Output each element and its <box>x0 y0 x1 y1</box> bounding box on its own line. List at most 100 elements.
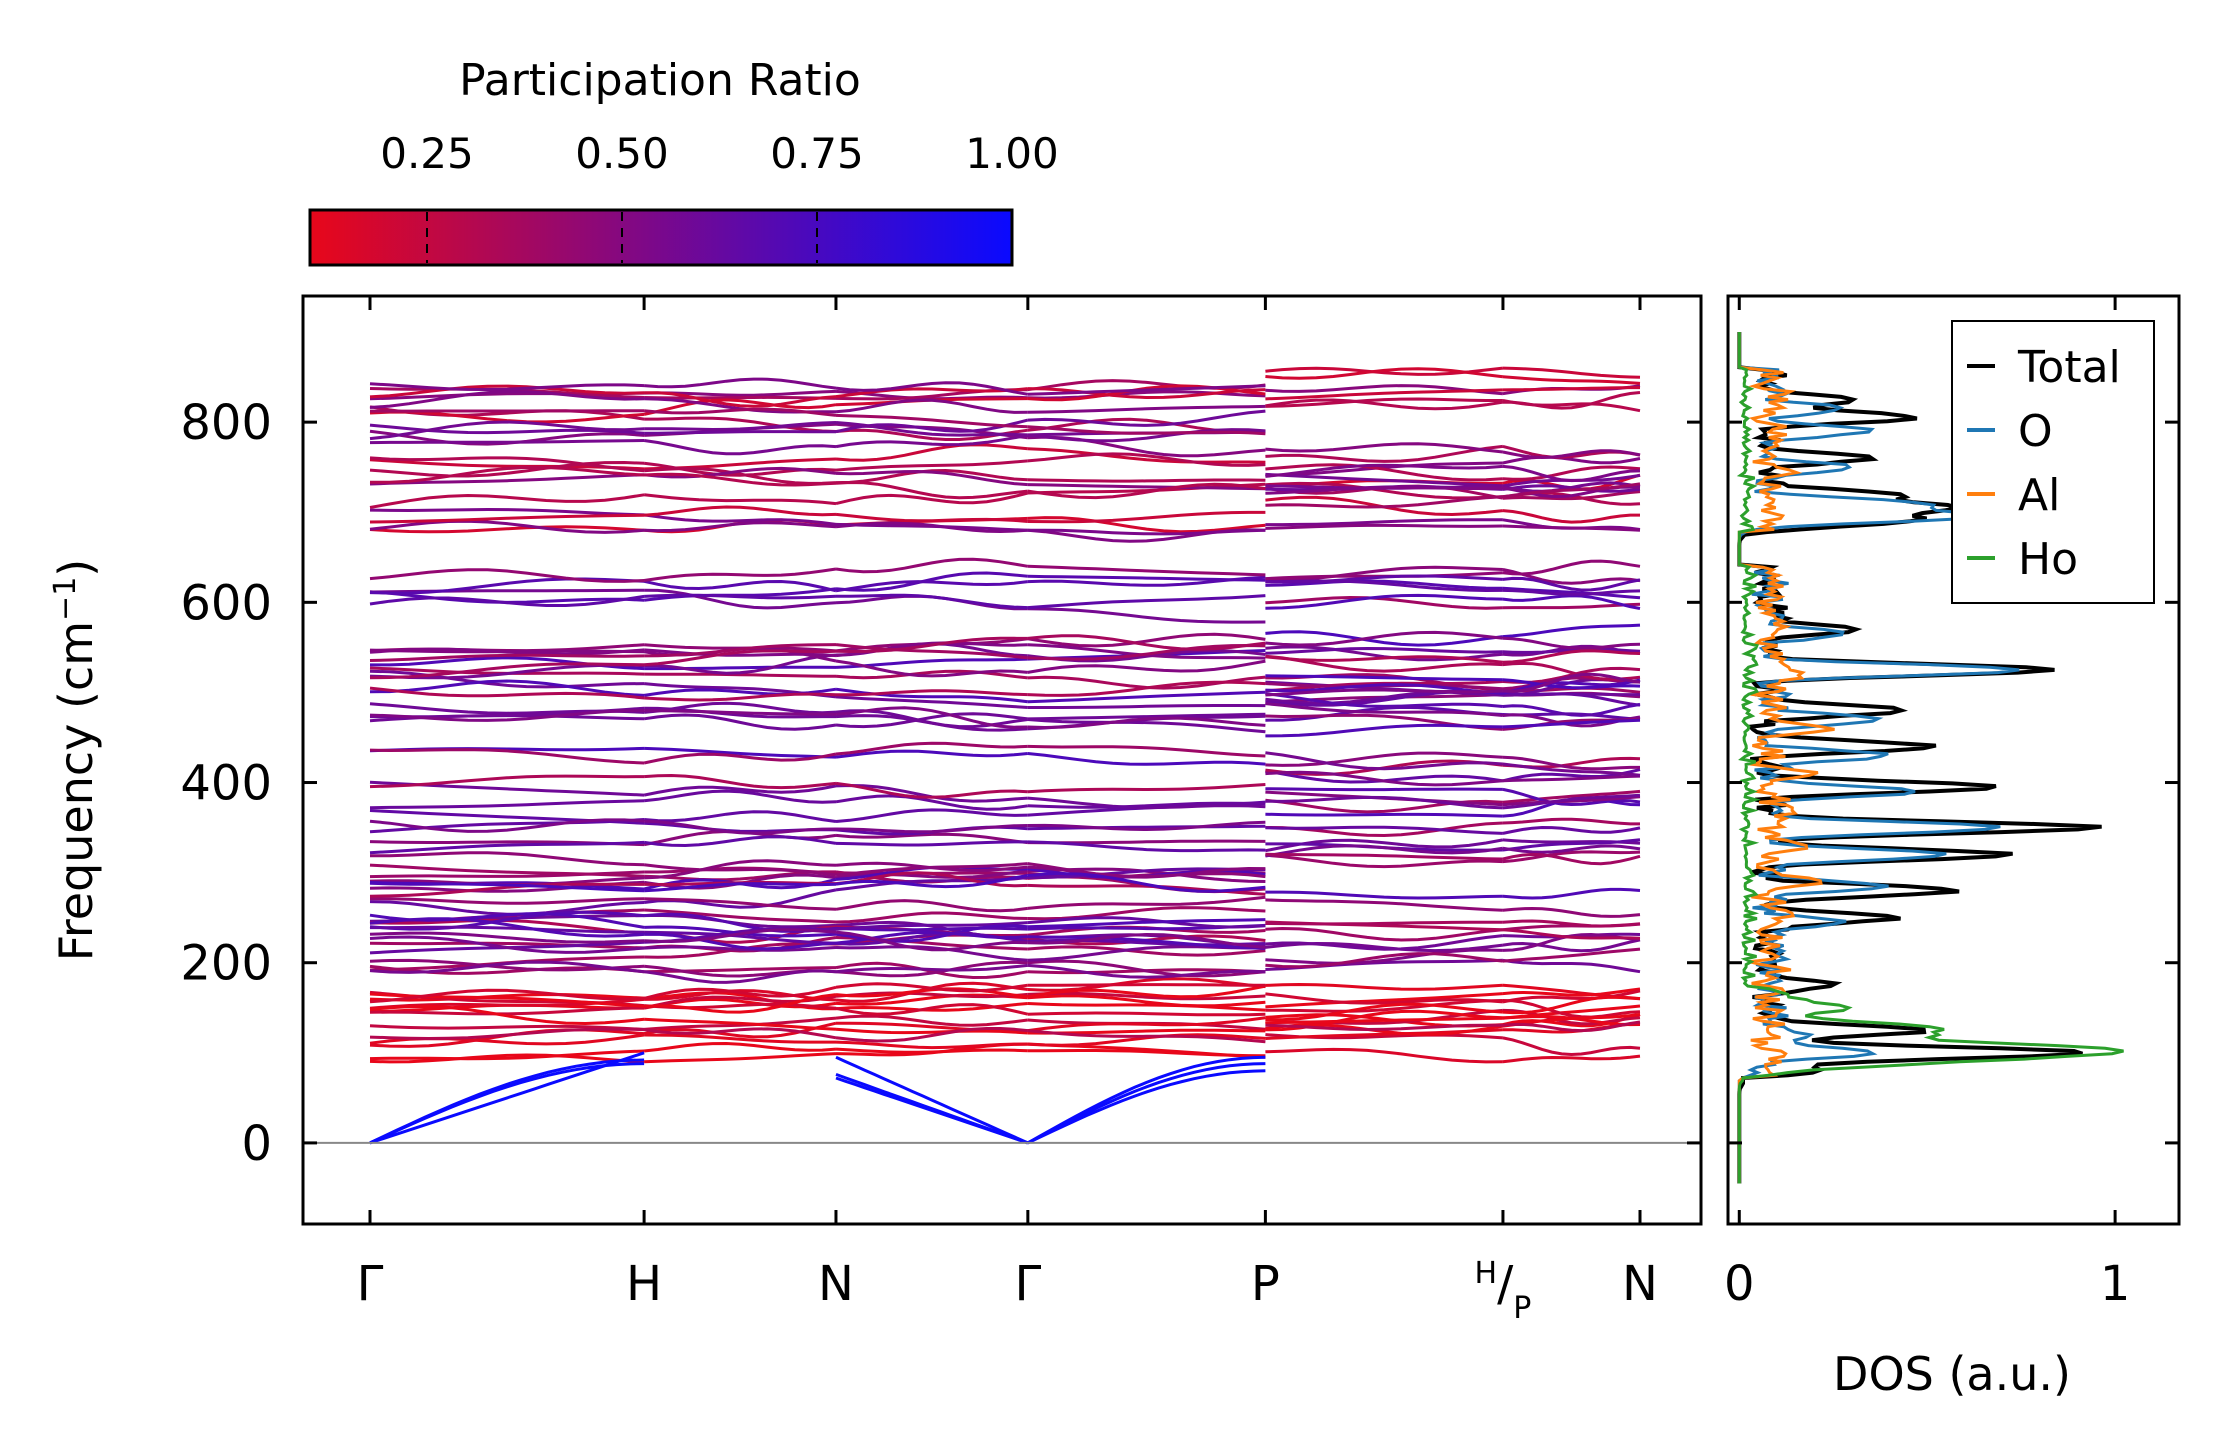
band-line <box>643 985 837 1000</box>
band-line <box>1502 987 1641 997</box>
band-line <box>369 881 645 893</box>
band-line <box>835 781 1028 799</box>
band-line <box>1027 783 1266 794</box>
y-axis-label-unit: −1 <box>48 577 83 621</box>
band-line <box>644 593 837 600</box>
band-line <box>643 398 837 416</box>
band-line <box>1027 659 1266 674</box>
band-line <box>1027 716 1266 730</box>
band-line <box>835 659 1028 678</box>
band-line <box>644 928 837 944</box>
band-line <box>369 1027 645 1041</box>
band-line <box>1027 718 1266 734</box>
band-line <box>1265 495 1503 509</box>
colorbar-gradient <box>308 208 1014 267</box>
band-x-tick-label: H/P <box>1475 1256 1532 1326</box>
band-line <box>369 423 645 435</box>
band-line <box>1502 509 1640 524</box>
band-line <box>1265 630 1504 647</box>
band-line <box>1502 887 1641 900</box>
band-line <box>835 398 1028 414</box>
band-line <box>643 789 837 804</box>
band-line <box>643 1021 837 1039</box>
band-line <box>369 382 645 392</box>
band-line <box>1265 853 1503 869</box>
band-line <box>1502 586 1641 600</box>
band-line <box>1265 852 1503 861</box>
colorbar-title: Participation Ratio <box>459 55 861 106</box>
band-line <box>1265 565 1503 582</box>
acoustic-band-line <box>1027 1062 1266 1145</box>
band-line <box>369 818 645 833</box>
band-x-tick-label: N <box>1622 1256 1658 1312</box>
band-line <box>1502 375 1641 385</box>
band-line <box>1502 636 1641 650</box>
band-line <box>370 465 645 484</box>
band-structure-panel: Γ H N Γ P H/P N 0 200 400 600 800 Frequency (cm−1) <box>48 294 1703 1326</box>
band-line <box>369 917 645 938</box>
band-line <box>1502 774 1641 783</box>
band-line <box>1502 449 1641 460</box>
band-line <box>1027 594 1266 610</box>
band-line <box>1027 796 1266 810</box>
band-line <box>643 579 837 593</box>
band-line <box>1027 752 1266 766</box>
band-line <box>644 897 837 911</box>
band-line <box>643 752 837 765</box>
colorbar: Participation Ratio 0.25 0.50 0.75 1.00 <box>308 55 1059 267</box>
band-line <box>1265 398 1504 411</box>
band-line <box>1502 825 1641 835</box>
band-line <box>1265 934 1504 951</box>
band-line <box>1265 982 1503 991</box>
dos-series-ho <box>1736 332 2124 1184</box>
band-line <box>835 960 1028 978</box>
band-line <box>1265 518 1503 527</box>
band-y-tick-label: 400 <box>180 756 272 812</box>
band-line <box>835 421 1028 437</box>
band-line <box>835 982 1029 993</box>
band-line <box>835 443 1028 462</box>
band-line <box>1265 388 1503 401</box>
band-line <box>1502 938 1641 953</box>
band-line <box>1027 916 1266 929</box>
band-line <box>1027 564 1266 577</box>
band-line <box>1027 447 1266 464</box>
band-line <box>1502 1004 1641 1020</box>
band-line <box>1027 510 1266 524</box>
band-line <box>1265 992 1503 1009</box>
band-line <box>1027 983 1266 987</box>
band-line <box>1502 928 1641 940</box>
y-axis-label-main: Frequency (cm <box>49 621 103 961</box>
band-line <box>1265 688 1503 697</box>
band-line <box>369 748 645 765</box>
band-line <box>835 921 1028 931</box>
band-line <box>1265 825 1503 835</box>
band-line <box>369 1053 645 1064</box>
band-line <box>1027 607 1266 624</box>
band-line <box>1265 1002 1504 1022</box>
band-line <box>1502 672 1641 693</box>
band-line <box>643 466 837 479</box>
dos-series-al <box>1737 332 1835 1184</box>
band-line <box>1265 593 1503 610</box>
band-line <box>1502 852 1641 866</box>
band-line <box>835 459 1028 472</box>
band-line <box>1027 935 1266 950</box>
band-line <box>1502 678 1641 695</box>
band-line <box>644 1033 836 1044</box>
band-line <box>369 679 645 697</box>
band-line <box>644 989 837 1002</box>
band-line <box>1502 919 1641 928</box>
band-line <box>644 692 837 702</box>
band-line <box>1027 932 1266 949</box>
acoustic-band-line <box>1027 1069 1266 1145</box>
band-line <box>1027 991 1266 1001</box>
band-line <box>370 897 645 905</box>
band-line <box>835 669 1028 680</box>
band-line <box>1502 482 1641 499</box>
band-line <box>369 882 645 898</box>
dos-lines <box>1736 332 2124 1184</box>
band-line <box>644 746 837 759</box>
dos-y-ticks <box>1728 420 2179 1145</box>
